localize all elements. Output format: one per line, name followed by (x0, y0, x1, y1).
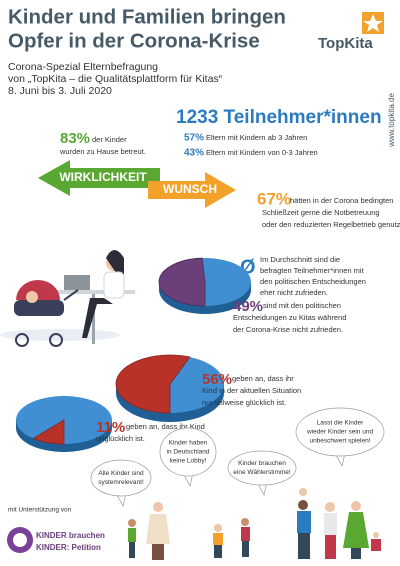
pie-slice (32, 419, 65, 445)
pie-label: 11% (96, 419, 125, 436)
arrow-label: WUNSCH (163, 182, 217, 196)
arrow-reality (38, 160, 160, 196)
bubble-text: eine Wählerstimme! (233, 469, 291, 476)
title: Kinder und Familien bringen (8, 5, 286, 28)
pie-slice (158, 257, 206, 307)
bubble-text: in Deutschland (167, 449, 210, 456)
website: www.topkita.de (387, 93, 396, 148)
wish-text: hätten in der Corona bedingten (290, 196, 393, 205)
pie-slice (115, 354, 191, 414)
pie-text: geben an, dass ihr (232, 374, 294, 383)
support-logo-text: KINDER: Petition (36, 543, 101, 552)
care-text: wurden zu Hause betreut. (59, 147, 146, 156)
average-text: Im Durchschnitt sind die (260, 255, 340, 264)
pie-text: sind mit den politischen (263, 301, 341, 310)
care-text: der Kinder (92, 135, 127, 144)
pie-text: Entscheidungen zu Kitas während (233, 313, 346, 322)
bubble-text: systemrelevant! (98, 479, 144, 486)
title: Opfer in der Corona-Krise (8, 29, 260, 52)
pie-text: der Corona-Krise nicht zufrieden. (233, 325, 343, 334)
wish-percent: 67% (257, 189, 291, 208)
logo-star (363, 14, 383, 32)
support-logo-text: KINDER brauchen (36, 531, 105, 540)
illustration-parent (0, 250, 135, 347)
pie-text: unglücklich ist. (96, 434, 145, 443)
speech-bubble (90, 459, 152, 497)
arrow-label: WIRKLICHKEIT (59, 170, 147, 184)
subtitle: von „TopKita – die Qualitätsplattform fü… (8, 73, 223, 85)
pie-text: nur teilweise glücklich ist. (202, 398, 286, 407)
group-percent: 57% (184, 133, 204, 144)
average-text: eher nicht zufrieden. (260, 288, 328, 297)
speech-bubble (159, 427, 217, 477)
support-intro: mit Unterstützung von (8, 507, 72, 514)
arrow-wish (148, 172, 236, 208)
bubble-text: Kinder brauchen (238, 460, 286, 467)
bubble-text: Alle Kinder sind (98, 470, 144, 477)
subtitle: Corona-Spezial Elternbefragung (8, 61, 158, 73)
logo-text: TopKita (318, 35, 373, 52)
group-text: Eltern mit Kindern von 0-3 Jahren (206, 148, 318, 157)
average-text: den politischen Entscheidungen (260, 277, 366, 286)
average-text: befragten Teilnehmer*innen mit (260, 266, 365, 275)
support-logo-inner (13, 533, 27, 547)
speech-bubble (227, 450, 297, 486)
pie-text: Kind in der aktuellen Situation (202, 386, 301, 395)
group-text: Eltern mit Kindern ab 3 Jahren (206, 133, 307, 142)
wish-text: Schließzeit gerne die Notbetreuung (262, 208, 380, 217)
wish-text: oder den reduzierten Regelbetrieb genutz… (262, 220, 400, 229)
subtitle: 8. Juni bis 3. Juli 2020 (8, 85, 112, 97)
bubble-text: keine Lobby! (170, 458, 207, 465)
bubble-text: Kinder haben (169, 440, 208, 447)
bubble-text: Lasst die Kinder (317, 420, 364, 427)
pie-label: 56% (202, 371, 232, 388)
pie-label: 49% (233, 298, 263, 315)
bubble-text: unbeschwert spielen! (309, 438, 370, 445)
illustration-people (128, 488, 381, 560)
group-percent: 43% (184, 148, 204, 159)
speech-bubble (295, 407, 385, 457)
participants-title: 1233 Teilnehmer*innen (176, 107, 382, 128)
pie-text: geben an, dass ihr Kind (126, 422, 205, 431)
bubble-text: wieder Kinder sein und (306, 429, 374, 436)
care-percent: 83% (60, 130, 90, 147)
